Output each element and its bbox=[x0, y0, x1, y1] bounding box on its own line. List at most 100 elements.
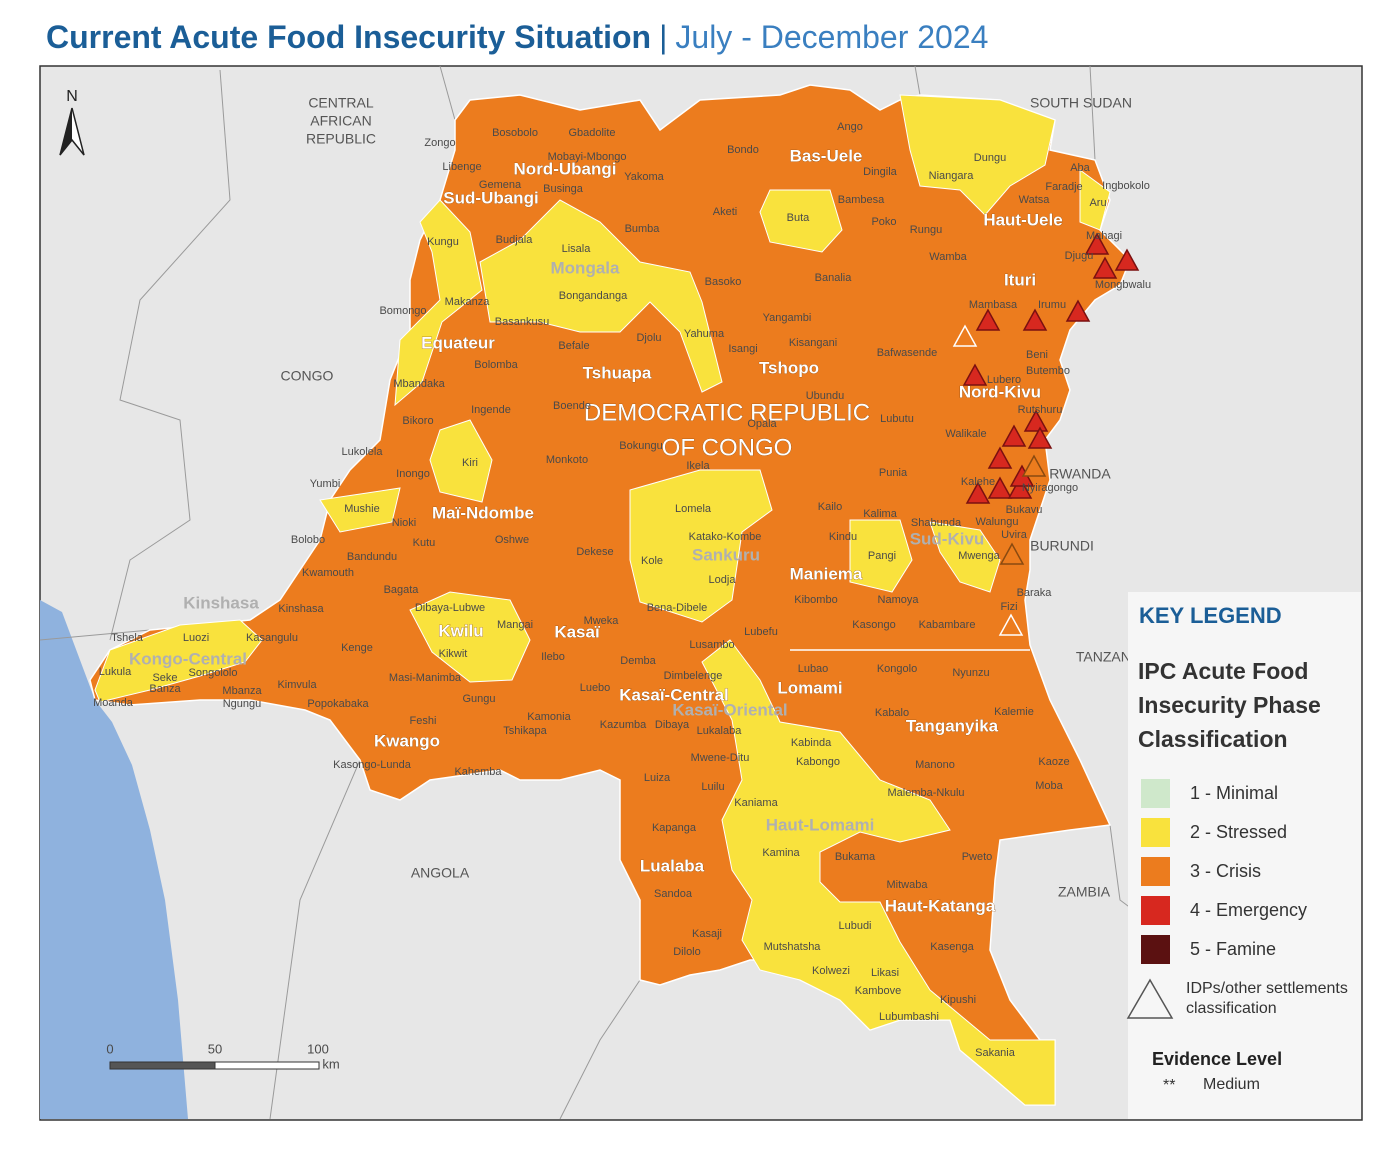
scale-segment bbox=[214, 1061, 320, 1070]
settlement-triangle bbox=[1065, 299, 1091, 322]
territory-label: Kambove bbox=[855, 985, 901, 997]
territory-label: Bosobolo bbox=[492, 127, 538, 139]
stressed-area bbox=[94, 619, 263, 703]
province-label: Equateur bbox=[421, 333, 495, 352]
territory-label: Ango bbox=[837, 121, 863, 133]
territory-label: Dekese bbox=[576, 546, 613, 558]
territory-label: Kolwezi bbox=[812, 965, 850, 977]
territory-label: Mbandaka bbox=[393, 378, 445, 390]
border bbox=[1089, 65, 1096, 161]
territory-label: Tshela bbox=[111, 632, 144, 644]
territory-label: Luozi bbox=[183, 632, 209, 644]
territory-label: Kaoze bbox=[1038, 756, 1069, 768]
evidence-label: Medium bbox=[1203, 1076, 1260, 1093]
province-label: Lomami bbox=[777, 678, 842, 697]
country-label: CENTRAL bbox=[308, 95, 374, 111]
country-name: DEMOCRATIC REPUBLIC bbox=[584, 399, 870, 426]
territory-label: Pangi bbox=[868, 550, 896, 562]
territory-label: Mitwaba bbox=[887, 879, 929, 891]
territory-label: Faradje bbox=[1045, 181, 1082, 193]
territory-label: Kipushi bbox=[940, 994, 976, 1006]
province-label: Kasaï-Oriental bbox=[672, 700, 787, 719]
territory-label: Kalehe bbox=[961, 476, 995, 488]
settlement-triangle bbox=[1023, 409, 1049, 432]
territory-label: Mutshatsha bbox=[764, 941, 822, 953]
territory-label: Dungu bbox=[974, 152, 1006, 164]
territory-label: Shabunda bbox=[911, 517, 962, 529]
territory-label: Fizi bbox=[1000, 601, 1017, 613]
territory-label: Lusambo bbox=[689, 639, 734, 651]
territory-label: Beni bbox=[1026, 349, 1048, 361]
legend-idp-icon bbox=[1126, 978, 1174, 1019]
territory-label: Ilebo bbox=[541, 651, 565, 663]
territory-label: Lodja bbox=[709, 574, 737, 586]
territory-label: Kasongo bbox=[852, 619, 895, 631]
scale-tick-label: 50 bbox=[208, 1041, 222, 1056]
legend-title: KEY LEGEND bbox=[1139, 603, 1282, 628]
scale-unit: km bbox=[322, 1056, 339, 1071]
territory-label: Punia bbox=[879, 467, 908, 479]
territory-label: Libenge bbox=[442, 161, 481, 173]
country-label: RWANDA bbox=[1049, 466, 1111, 482]
territory-label: Kabambare bbox=[919, 619, 976, 631]
settlement-triangle bbox=[1027, 426, 1053, 449]
territory-label: Buta bbox=[787, 212, 811, 224]
territory-label: Bambesa bbox=[838, 194, 885, 206]
territory-label: Kikwit bbox=[439, 648, 468, 660]
territory-label: Aru bbox=[1089, 197, 1106, 209]
territory-label: Namoya bbox=[878, 594, 920, 606]
subtitle: July - December 2024 bbox=[675, 19, 988, 55]
stressed-area bbox=[929, 521, 1001, 593]
legend-heading: IPC Acute Food bbox=[1138, 658, 1308, 684]
territory-label: Bena-Dibele bbox=[647, 602, 708, 614]
province-label: Bas-Uele bbox=[790, 146, 863, 165]
territory-label: Kamonia bbox=[527, 711, 571, 723]
territory-label: Bukavu bbox=[1006, 504, 1043, 516]
province-label: Nord-Kivu bbox=[959, 382, 1041, 401]
evidence-symbol: ** bbox=[1163, 1077, 1175, 1094]
country-label: SOUTH SUDAN bbox=[1030, 95, 1132, 111]
territory-label: Zongo bbox=[424, 137, 455, 149]
legend-heading: Classification bbox=[1138, 726, 1288, 752]
province-label: Kwilu bbox=[438, 621, 483, 640]
territory-label: Kazumba bbox=[600, 719, 647, 731]
stressed-area bbox=[629, 469, 773, 623]
territory-label: Gemena bbox=[479, 179, 522, 191]
territory-label: Basoko bbox=[705, 276, 742, 288]
territory-label: Kailo bbox=[818, 501, 842, 513]
territory-label: Aketi bbox=[713, 206, 737, 218]
territory-label: Kole bbox=[641, 555, 663, 567]
territory-label: Nyiragongo bbox=[1022, 482, 1078, 494]
territory-label: Boende bbox=[553, 400, 591, 412]
country-label: CONGO bbox=[281, 368, 334, 384]
country-label: AFRICAN bbox=[310, 113, 371, 129]
territory-label: Rungu bbox=[910, 224, 942, 236]
province-label: Kwango bbox=[374, 731, 440, 750]
province-label: Mongala bbox=[551, 258, 620, 277]
territory-label: Monkoto bbox=[546, 454, 588, 466]
territory-label: Bafwasende bbox=[877, 347, 938, 359]
province-label: Nord-Ubangi bbox=[514, 159, 617, 178]
evidence-title: Evidence Level bbox=[1152, 1049, 1282, 1069]
stressed-area bbox=[479, 199, 723, 393]
territory-label: Bolobo bbox=[291, 534, 325, 546]
territory-label: Kasenga bbox=[930, 941, 974, 953]
labels: CENTRAL AFRICAN REPUBLIC SOUTH SUDAN CONGO RW… bbox=[66, 88, 1151, 1071]
territory-label: Lubao bbox=[798, 663, 829, 675]
settlement-triangle bbox=[998, 613, 1024, 636]
territory-label: Masi-Manimba bbox=[389, 672, 462, 684]
country-label: TANZANIA bbox=[1076, 649, 1145, 665]
country-label: ZAMBIA bbox=[1058, 884, 1111, 900]
territory-label: Bukama bbox=[835, 851, 876, 863]
territory-label: Demba bbox=[620, 655, 656, 667]
territory-label: Poko bbox=[871, 216, 896, 228]
territory-label: Watsa bbox=[1019, 194, 1051, 206]
territory-label: Kapanga bbox=[652, 822, 697, 834]
territory-label: Lubutu bbox=[880, 413, 914, 425]
territory-label: Aba bbox=[1070, 162, 1090, 174]
territory-label: Mweka bbox=[584, 615, 620, 627]
settlement-triangle bbox=[999, 542, 1025, 565]
territory-label: Luilu bbox=[701, 781, 724, 793]
territory-label: Lubefu bbox=[744, 626, 778, 638]
legend-swatch bbox=[1141, 935, 1170, 964]
